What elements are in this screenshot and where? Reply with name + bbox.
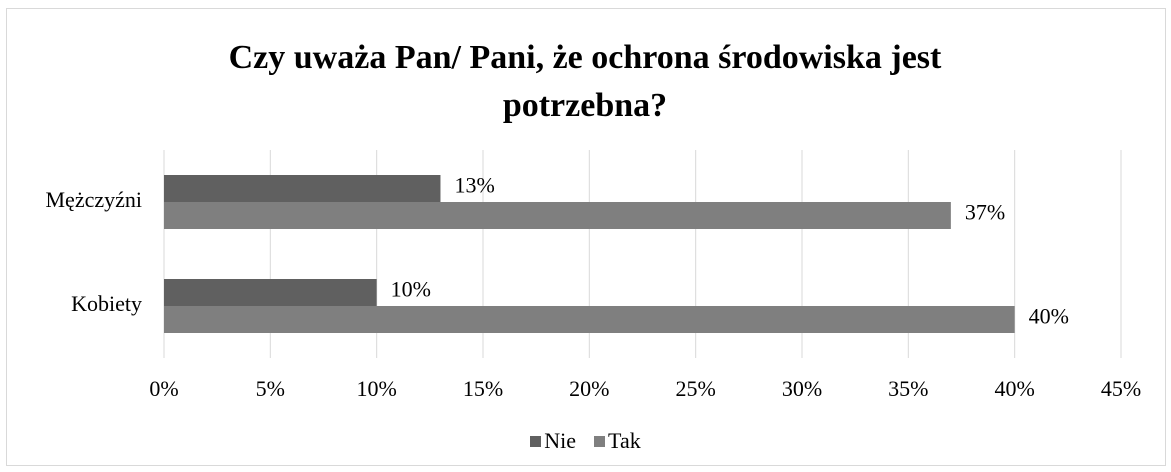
x-tick-label: 5% [256, 376, 285, 401]
legend-item: Tak [594, 428, 641, 454]
legend-swatch [594, 435, 606, 447]
bar [164, 175, 441, 202]
x-tick-label: 20% [569, 376, 609, 401]
y-tick-label: Kobiety [71, 291, 142, 316]
legend-label: Tak [608, 428, 641, 453]
x-tick-label: 15% [463, 376, 503, 401]
data-label: 37% [965, 200, 1005, 225]
x-tick-label: 30% [782, 376, 822, 401]
chart-border [6, 8, 1166, 466]
x-tick-label: 45% [1101, 376, 1141, 401]
y-tick-label: Mężczyźni [46, 187, 143, 212]
data-label: 13% [454, 173, 494, 198]
x-tick-label: 40% [995, 376, 1035, 401]
x-tick-label: 0% [149, 376, 178, 401]
x-tick-label: 10% [357, 376, 397, 401]
legend-swatch [530, 435, 542, 447]
legend-label: Nie [544, 428, 577, 453]
bar [164, 279, 377, 306]
x-tick-label: 35% [888, 376, 928, 401]
data-label: 40% [1029, 304, 1069, 329]
x-tick-label: 25% [676, 376, 716, 401]
legend: Nie Tak [0, 428, 1171, 454]
data-label: 10% [391, 277, 431, 302]
bar [164, 306, 1015, 333]
chart-title: Czy uważa Pan/ Pani, że ochrona środowis… [228, 39, 942, 124]
legend-item: Nie [530, 428, 576, 454]
bar [164, 202, 951, 229]
